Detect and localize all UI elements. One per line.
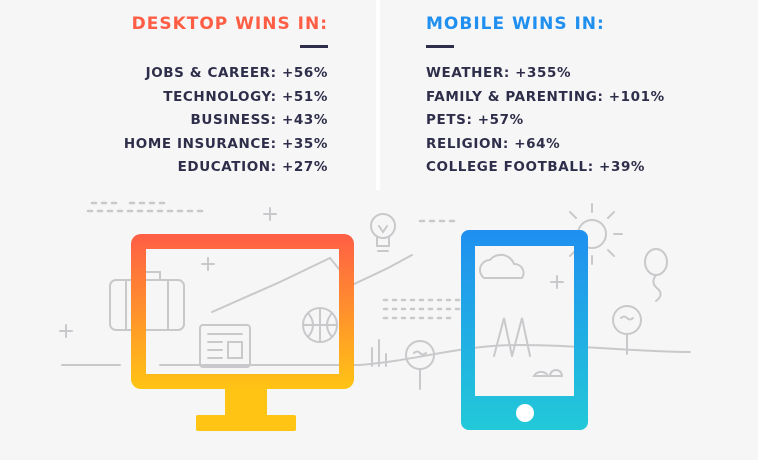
desktop-monitor-icon (131, 234, 354, 431)
desktop-item: TECHNOLOGY: +51% (163, 88, 328, 105)
desktop-list: JOBS & CAREER: +56% TECHNOLOGY: +51% BUS… (124, 62, 328, 180)
desktop-item: EDUCATION: +27% (177, 159, 328, 175)
mobile-list: WEATHER: +355% FAMILY & PARENTING: +101%… (426, 62, 665, 180)
golf-ball-icon (405, 340, 435, 390)
dot-pattern (86, 201, 461, 320)
mobile-item: FAMILY & PARENTING: +101% (426, 88, 665, 105)
mobile-column: MOBILE WINS IN: WEATHER: +355% FAMILY & … (426, 14, 665, 180)
desktop-heading-rule (300, 45, 328, 48)
mobile-heading: MOBILE WINS IN: (426, 14, 605, 34)
mobile-item: COLLEGE FOOTBALL: +39% (426, 159, 646, 175)
desktop-item: JOBS & CAREER: +56% (145, 65, 328, 81)
column-divider (376, 0, 380, 190)
balloon-icon (644, 248, 668, 302)
lightbulb-icon (370, 213, 396, 252)
mobile-phone-icon (461, 230, 588, 430)
mobile-item: WEATHER: +355% (426, 65, 572, 81)
bar-chart-icon (371, 339, 387, 367)
golf-ball-icon (612, 305, 642, 355)
mobile-item: RELIGION: +64% (426, 135, 561, 152)
desktop-item: BUSINESS: +43% (190, 112, 328, 128)
desktop-heading: DESKTOP WINS IN: (131, 14, 328, 34)
desktop-item: HOME INSURANCE: +35% (123, 135, 328, 152)
mobile-item: PETS: +57% (426, 112, 524, 128)
desktop-column: DESKTOP WINS IN: JOBS & CAREER: +56% TEC… (124, 14, 328, 180)
mobile-heading-rule (426, 45, 454, 48)
